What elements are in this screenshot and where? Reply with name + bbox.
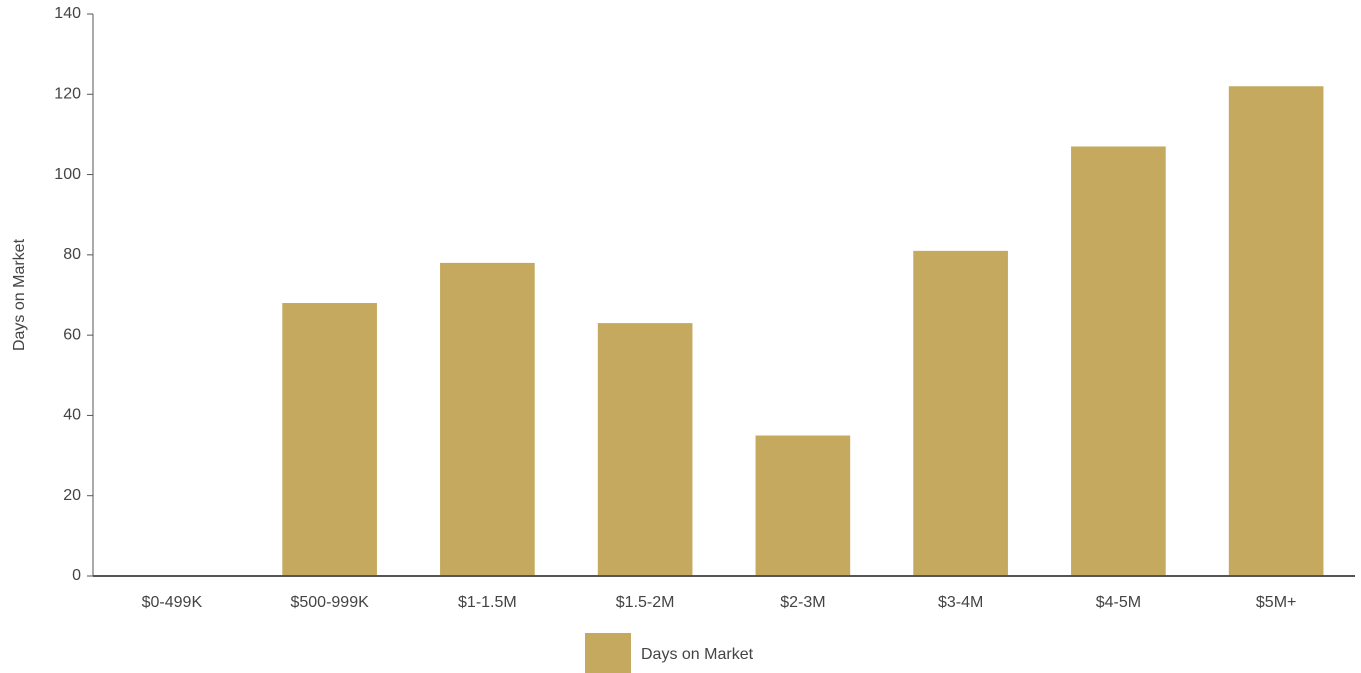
bar	[1071, 146, 1166, 576]
y-tick-label: 20	[63, 487, 81, 504]
x-tick-label: $1-1.5M	[458, 594, 517, 611]
legend-swatch	[585, 633, 631, 673]
y-tick-label: 60	[63, 326, 81, 343]
y-axis-label: Days on Market	[11, 238, 28, 351]
x-tick-label: $3-4M	[938, 594, 983, 611]
x-tick-label: $2-3M	[780, 594, 825, 611]
y-tick-label: 80	[63, 246, 81, 263]
x-tick-label: $5M+	[1256, 594, 1296, 611]
legend-label: Days on Market	[641, 646, 754, 663]
bar	[1228, 86, 1324, 576]
y-tick-label: 140	[54, 5, 81, 22]
bar	[755, 435, 851, 576]
x-tick-label: $1.5-2M	[616, 594, 675, 611]
bar	[440, 262, 535, 576]
bar	[282, 303, 377, 576]
y-tick-label: 100	[54, 166, 81, 183]
x-tick-label: $500-999K	[290, 594, 369, 611]
x-tick-label: $4-5M	[1096, 594, 1141, 611]
y-tick-label: 40	[63, 407, 81, 424]
y-tick-label: 120	[54, 86, 81, 103]
bar	[913, 250, 1008, 577]
y-tick-label: 0	[72, 567, 81, 584]
x-tick-label: $0-499K	[142, 594, 203, 611]
bar	[597, 323, 693, 576]
